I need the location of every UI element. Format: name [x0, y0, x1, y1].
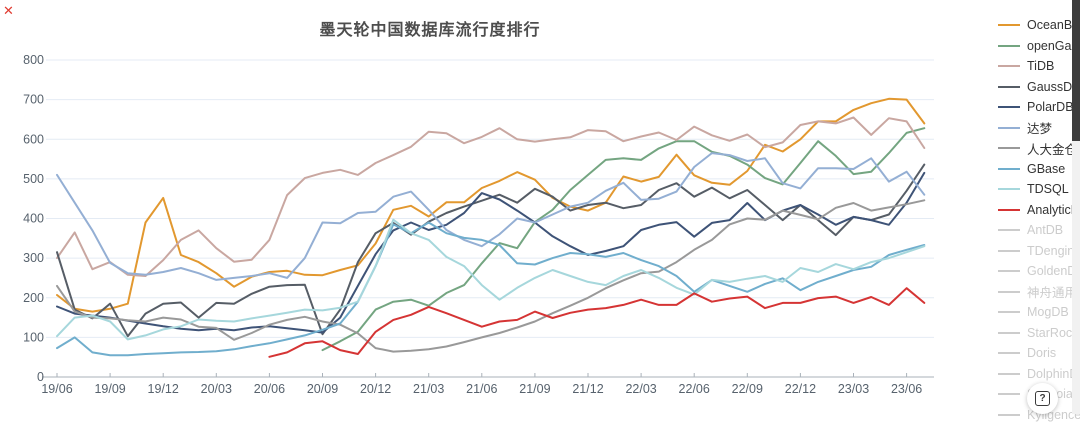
legend-line-mark [998, 65, 1020, 67]
legend-item-GoldenDB[interactable]: GoldenDB [998, 261, 1072, 282]
x-axis-tick-label: 23/06 [891, 382, 922, 396]
help-button[interactable]: ? [1027, 383, 1058, 414]
y-axis-tick-label: 100 [23, 330, 44, 344]
x-axis-tick-label: 21/03 [413, 382, 444, 396]
legend-line-mark [998, 45, 1020, 47]
x-axis-tick-label: 21/09 [519, 382, 550, 396]
series-line-达梦[interactable] [57, 153, 924, 280]
legend-item-AnalyticDB[interactable]: AnalyticDB [998, 200, 1072, 221]
legend-label: MogDB [1027, 305, 1069, 319]
legend-label: 人大金仓 [1027, 139, 1077, 158]
legend-item-达梦[interactable]: 达梦 [998, 118, 1072, 139]
series-line-GaussDB[interactable] [57, 165, 924, 337]
x-axis-tick-label: 21/06 [466, 382, 497, 396]
series-line-AnalyticDB[interactable] [269, 288, 924, 357]
legend-item-TiDB[interactable]: TiDB [998, 56, 1072, 77]
legend-label: AntDB [1027, 223, 1063, 237]
scrollbar-thumb[interactable] [1072, 0, 1080, 141]
y-axis-tick-label: 800 [23, 53, 44, 67]
legend-item-StarRocks[interactable]: StarRocks [998, 323, 1072, 344]
legend-label: PolarDB [1027, 100, 1074, 114]
series-line-openGauss[interactable] [323, 128, 925, 350]
legend-label: GBase [1027, 162, 1065, 176]
x-axis-tick-label: 22/03 [625, 382, 656, 396]
legend-line-mark [998, 332, 1020, 334]
legend-line-mark [998, 250, 1020, 252]
legend-label: 神舟通用 [1027, 282, 1077, 301]
legend-item-OceanBase[interactable]: OceanBase [998, 15, 1072, 36]
y-axis-tick-label: 600 [23, 132, 44, 146]
y-axis-tick-label: 200 [23, 291, 44, 305]
legend-line-mark [998, 168, 1020, 170]
legend-item-人大金仓[interactable]: 人大金仓 [998, 138, 1072, 159]
legend-line-mark [998, 393, 1020, 395]
legend-line-mark [998, 373, 1020, 375]
legend-line-mark [998, 127, 1020, 129]
legend-item-PolarDB[interactable]: PolarDB [998, 97, 1072, 118]
x-axis-tick-label: 22/06 [679, 382, 710, 396]
x-axis-tick-label: 20/09 [307, 382, 338, 396]
y-axis-tick-label: 300 [23, 251, 44, 265]
legend-line-mark [998, 414, 1020, 416]
legend-item-AntDB[interactable]: AntDB [998, 220, 1072, 241]
x-axis-tick-label: 20/12 [360, 382, 391, 396]
y-axis-tick-label: 700 [23, 93, 44, 107]
x-axis-tick-label: 19/09 [94, 382, 125, 396]
legend-line-mark [998, 188, 1020, 190]
legend-item-TDengine[interactable]: TDengine [998, 241, 1072, 262]
x-axis-tick-label: 19/06 [41, 382, 72, 396]
legend-label: TDSQL [1027, 182, 1069, 196]
legend-line-mark [998, 352, 1020, 354]
legend-line-mark [998, 106, 1020, 108]
legend-item-GBase[interactable]: GBase [998, 159, 1072, 180]
legend-line-mark [998, 291, 1020, 293]
scrollbar-track[interactable] [1072, 0, 1080, 414]
legend-line-mark [998, 147, 1020, 149]
x-axis-tick-label: 23/03 [838, 382, 869, 396]
legend-label: Doris [1027, 346, 1056, 360]
y-axis-tick-label: 400 [23, 212, 44, 226]
question-mark-icon: ? [1035, 391, 1050, 406]
x-axis-tick-label: 22/12 [785, 382, 816, 396]
legend-item-Doris[interactable]: Doris [998, 343, 1072, 364]
legend-item-openGauss[interactable]: openGauss [998, 36, 1072, 57]
y-axis-tick-label: 500 [23, 172, 44, 186]
x-axis-tick-label: 21/12 [572, 382, 603, 396]
legend-line-mark [998, 270, 1020, 272]
chart-legend: OceanBaseopenGauss TiDB GaussDB PolarDB 达梦人大… [998, 15, 1072, 425]
legend-line-mark [998, 86, 1020, 88]
legend-line-mark [998, 209, 1020, 211]
legend-line-mark [998, 229, 1020, 231]
legend-item-TDSQL[interactable]: TDSQL [998, 179, 1072, 200]
legend-label: TiDB [1027, 59, 1054, 73]
legend-item-MogDB[interactable]: MogDB [998, 302, 1072, 323]
x-axis-tick-label: 20/06 [254, 382, 285, 396]
x-axis-tick-label: 20/03 [201, 382, 232, 396]
legend-item-神舟通用[interactable]: 神舟通用 [998, 282, 1072, 303]
x-axis-tick-label: 22/09 [732, 382, 763, 396]
x-axis-tick-label: 19/12 [148, 382, 179, 396]
legend-line-mark [998, 311, 1020, 313]
legend-line-mark [998, 24, 1020, 26]
legend-label: 达梦 [1027, 118, 1052, 137]
legend-item-GaussDB[interactable]: GaussDB [998, 77, 1072, 98]
legend-item-DolphinDB[interactable]: DolphinDB [998, 364, 1072, 385]
